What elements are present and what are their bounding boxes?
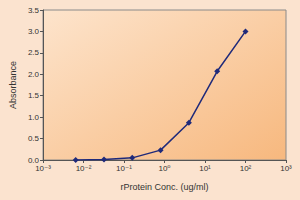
svg-text:0.5: 0.5 (28, 134, 40, 143)
svg-text:1.5: 1.5 (28, 91, 40, 100)
svg-text:10⁻¹: 10⁻¹ (116, 164, 132, 173)
svg-text:10⁻²: 10⁻² (76, 164, 92, 173)
svg-text:1.0: 1.0 (28, 113, 40, 122)
svg-text:10³: 10³ (280, 164, 292, 173)
svg-text:3.5: 3.5 (28, 6, 40, 15)
svg-text:3.0: 3.0 (28, 27, 40, 36)
svg-text:2.5: 2.5 (28, 48, 40, 57)
svg-text:10²: 10² (240, 164, 252, 173)
svg-text:Absorbance: Absorbance (8, 61, 18, 109)
svg-text:2.0: 2.0 (28, 70, 40, 79)
svg-text:0.0: 0.0 (27, 155, 39, 165)
svg-text:10¹: 10¹ (199, 164, 211, 173)
svg-text:10⁰: 10⁰ (158, 164, 170, 173)
svg-text:rProtein Conc. (ug/ml): rProtein Conc. (ug/ml) (120, 182, 208, 192)
svg-text:10⁻³: 10⁻³ (35, 164, 51, 173)
